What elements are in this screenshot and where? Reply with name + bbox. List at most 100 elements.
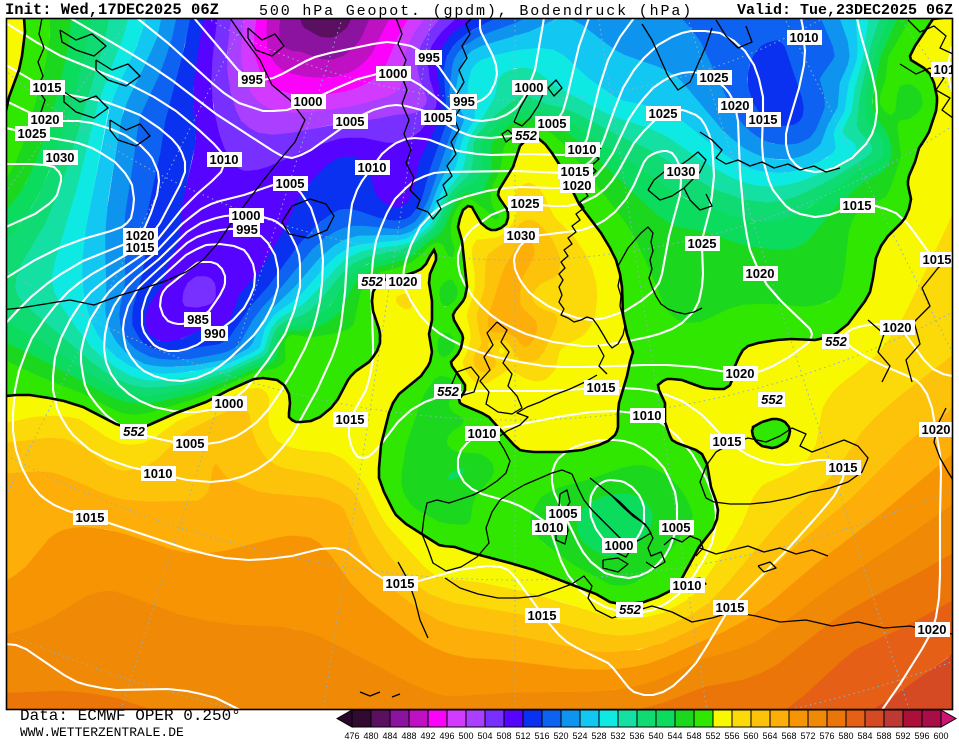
svg-text:556: 556 (724, 731, 739, 741)
svg-text:476: 476 (344, 731, 359, 741)
svg-text:1000: 1000 (215, 396, 244, 411)
svg-text:1015: 1015 (716, 600, 745, 615)
svg-text:1025: 1025 (688, 236, 717, 251)
svg-text:580: 580 (838, 731, 853, 741)
svg-text:1005: 1005 (276, 176, 305, 191)
svg-text:1000: 1000 (232, 208, 261, 223)
svg-text:548: 548 (686, 731, 701, 741)
svg-text:516: 516 (534, 731, 549, 741)
svg-text:1015: 1015 (713, 434, 742, 449)
svg-text:995: 995 (241, 72, 263, 87)
svg-text:1025: 1025 (18, 126, 47, 141)
svg-text:1030: 1030 (507, 228, 536, 243)
svg-text:552: 552 (825, 334, 847, 349)
svg-text:1020: 1020 (746, 266, 775, 281)
svg-text:1010: 1010 (468, 426, 497, 441)
svg-text:1010: 1010 (568, 142, 597, 157)
svg-text:1015: 1015 (587, 380, 616, 395)
svg-text:1000: 1000 (294, 94, 323, 109)
svg-text:1020: 1020 (918, 622, 947, 637)
svg-text:1000: 1000 (379, 66, 408, 81)
svg-text:1020: 1020 (922, 422, 951, 437)
svg-text:1020: 1020 (31, 112, 60, 127)
svg-text:496: 496 (439, 731, 454, 741)
svg-text:WWW.WETTERZENTRALE.DE: WWW.WETTERZENTRALE.DE (20, 725, 184, 740)
svg-text:552: 552 (361, 274, 383, 289)
svg-text:1025: 1025 (511, 196, 540, 211)
svg-text:1005: 1005 (424, 110, 453, 125)
svg-text:552: 552 (123, 424, 145, 439)
svg-text:552: 552 (761, 392, 783, 407)
svg-text:1015: 1015 (126, 240, 155, 255)
svg-text:1030: 1030 (667, 164, 696, 179)
svg-text:600: 600 (933, 731, 948, 741)
svg-text:544: 544 (667, 731, 682, 741)
svg-text:1015: 1015 (76, 510, 105, 525)
svg-text:500 hPa Geopot. (gpdm), Bodend: 500 hPa Geopot. (gpdm), Bodendruck (hPa) (259, 3, 693, 20)
svg-text:995: 995 (236, 222, 258, 237)
svg-text:1010: 1010 (358, 160, 387, 175)
svg-text:1015: 1015 (923, 252, 952, 267)
svg-text:592: 592 (895, 731, 910, 741)
svg-text:1020: 1020 (721, 98, 750, 113)
svg-text:512: 512 (515, 731, 530, 741)
svg-text:596: 596 (914, 731, 929, 741)
svg-text:1020: 1020 (726, 366, 755, 381)
svg-text:1000: 1000 (605, 538, 634, 553)
svg-text:532: 532 (610, 731, 625, 741)
svg-text:1020: 1020 (389, 274, 418, 289)
svg-text:1005: 1005 (176, 436, 205, 451)
svg-text:995: 995 (418, 50, 440, 65)
svg-text:560: 560 (743, 731, 758, 741)
svg-text:1010: 1010 (790, 30, 819, 45)
svg-text:508: 508 (496, 731, 511, 741)
svg-text:1015: 1015 (934, 62, 959, 77)
svg-text:500: 500 (458, 731, 473, 741)
svg-text:1025: 1025 (700, 70, 729, 85)
svg-text:1015: 1015 (386, 576, 415, 591)
svg-text:520: 520 (553, 731, 568, 741)
svg-text:552: 552 (619, 602, 641, 617)
svg-text:588: 588 (876, 731, 891, 741)
svg-text:492: 492 (420, 731, 435, 741)
svg-text:1030: 1030 (46, 150, 75, 165)
svg-text:480: 480 (363, 731, 378, 741)
svg-text:1010: 1010 (673, 578, 702, 593)
svg-text:1015: 1015 (843, 198, 872, 213)
svg-text:540: 540 (648, 731, 663, 741)
svg-text:1005: 1005 (549, 506, 578, 521)
svg-text:Valid: Tue,23DEC2025 06Z: Valid: Tue,23DEC2025 06Z (737, 2, 953, 19)
svg-text:1020: 1020 (883, 320, 912, 335)
svg-text:552: 552 (437, 384, 459, 399)
svg-text:1005: 1005 (662, 520, 691, 535)
svg-text:1015: 1015 (749, 112, 778, 127)
svg-text:1020: 1020 (563, 178, 592, 193)
svg-text:1000: 1000 (515, 80, 544, 95)
svg-text:1025: 1025 (649, 106, 678, 121)
svg-text:576: 576 (819, 731, 834, 741)
svg-text:568: 568 (781, 731, 796, 741)
svg-text:985: 985 (187, 312, 209, 327)
svg-text:504: 504 (477, 731, 492, 741)
svg-text:1020: 1020 (126, 228, 155, 243)
svg-text:1015: 1015 (336, 412, 365, 427)
svg-text:572: 572 (800, 731, 815, 741)
svg-text:1015: 1015 (561, 164, 590, 179)
svg-text:584: 584 (857, 731, 872, 741)
svg-text:1015: 1015 (528, 608, 557, 623)
svg-text:1010: 1010 (210, 152, 239, 167)
svg-text:Data: ECMWF OPER 0.250°: Data: ECMWF OPER 0.250° (20, 707, 241, 725)
svg-text:524: 524 (572, 731, 587, 741)
svg-text:528: 528 (591, 731, 606, 741)
svg-text:1015: 1015 (33, 80, 62, 95)
svg-text:1005: 1005 (336, 114, 365, 129)
svg-text:1010: 1010 (144, 466, 173, 481)
svg-text:995: 995 (453, 94, 475, 109)
svg-text:1015: 1015 (829, 460, 858, 475)
svg-text:1010: 1010 (633, 408, 662, 423)
svg-text:564: 564 (762, 731, 777, 741)
svg-text:552: 552 (705, 731, 720, 741)
svg-text:552: 552 (515, 128, 537, 143)
svg-text:Init: Wed,17DEC2025 06Z: Init: Wed,17DEC2025 06Z (5, 1, 219, 19)
svg-text:1005: 1005 (538, 116, 567, 131)
